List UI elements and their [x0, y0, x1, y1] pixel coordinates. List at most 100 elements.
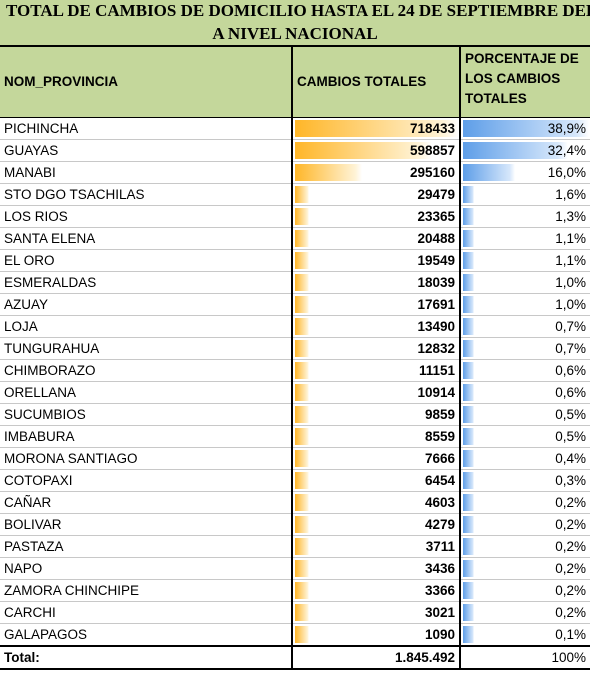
total-cell[interactable]: 13490	[292, 315, 461, 338]
percent-cell[interactable]: 1,0%	[460, 271, 590, 294]
total-cell[interactable]: 718433	[292, 117, 461, 140]
total-cell[interactable]: 1090	[292, 623, 461, 647]
percent-cell[interactable]: 0,2%	[460, 557, 590, 580]
total-cell[interactable]: 23365	[292, 205, 461, 228]
total-cell[interactable]: 29479	[292, 183, 461, 206]
total-value: 8559	[424, 429, 455, 444]
total-cell[interactable]: 19549	[292, 249, 461, 272]
total-value: 295160	[409, 165, 455, 180]
percent-value: 0,4%	[555, 451, 586, 466]
province-cell[interactable]: BOLIVAR	[0, 513, 293, 536]
province-cell[interactable]: EL ORO	[0, 249, 293, 272]
percent-cell[interactable]: 0,1%	[460, 623, 590, 647]
percent-cell[interactable]: 1,1%	[460, 249, 590, 272]
percent-cell[interactable]: 0,2%	[460, 513, 590, 536]
table-row: TUNGURAHUA 12832 0,7%	[0, 337, 590, 360]
province-cell[interactable]: SUCUMBIOS	[0, 403, 293, 426]
total-cell[interactable]: 18039	[292, 271, 461, 294]
percent-cell[interactable]: 16,0%	[460, 161, 590, 184]
percent-data-bar	[463, 560, 474, 577]
total-cell[interactable]: 3021	[292, 601, 461, 624]
province-cell[interactable]: LOS RIOS	[0, 205, 293, 228]
total-cell[interactable]: 295160	[292, 161, 461, 184]
header-province[interactable]: NOM_PROVINCIA	[0, 47, 293, 118]
table-row: MORONA SANTIAGO 7666 0,4%	[0, 447, 590, 470]
table-row: LOS RIOS 23365 1,3%	[0, 205, 590, 228]
percent-cell[interactable]: 0,3%	[460, 469, 590, 492]
total-cell[interactable]: 598857	[292, 139, 461, 162]
total-cell[interactable]: 4279	[292, 513, 461, 536]
header-percent[interactable]: PORCENTAJE DE LOS CAMBIOS TOTALES	[460, 47, 590, 118]
percent-cell[interactable]: 0,6%	[460, 381, 590, 404]
total-cell[interactable]: 12832	[292, 337, 461, 360]
total-data-bar	[295, 428, 309, 445]
percent-cell[interactable]: 0,2%	[460, 535, 590, 558]
percent-cell[interactable]: 0,5%	[460, 403, 590, 426]
total-data-bar	[295, 494, 309, 511]
percent-cell[interactable]: 0,2%	[460, 601, 590, 624]
province-cell[interactable]: TUNGURAHUA	[0, 337, 293, 360]
province-cell[interactable]: MANABI	[0, 161, 293, 184]
total-percent-cell[interactable]: 100%	[460, 645, 590, 670]
province-cell[interactable]: CARCHI	[0, 601, 293, 624]
percent-cell[interactable]: 1,6%	[460, 183, 590, 206]
total-cell[interactable]: 20488	[292, 227, 461, 250]
province-cell[interactable]: CHIMBORAZO	[0, 359, 293, 382]
total-data-bar	[295, 208, 309, 225]
percent-cell[interactable]: 0,5%	[460, 425, 590, 448]
percent-cell[interactable]: 0,2%	[460, 491, 590, 514]
province-cell[interactable]: IMBABURA	[0, 425, 293, 448]
percent-cell[interactable]: 0,2%	[460, 579, 590, 602]
percent-cell[interactable]: 38,9%	[460, 117, 590, 140]
percent-cell[interactable]: 1,3%	[460, 205, 590, 228]
percent-cell[interactable]: 32,4%	[460, 139, 590, 162]
province-cell[interactable]: LOJA	[0, 315, 293, 338]
table-row: ESMERALDAS 18039 1,0%	[0, 271, 590, 294]
province-cell[interactable]: ESMERALDAS	[0, 271, 293, 294]
province-cell[interactable]: STO DGO TSACHILAS	[0, 183, 293, 206]
province-cell[interactable]: ZAMORA CHINCHIPE	[0, 579, 293, 602]
province-cell[interactable]: GALAPAGOS	[0, 623, 293, 647]
total-cell[interactable]: 8559	[292, 425, 461, 448]
percent-cell[interactable]: 1,1%	[460, 227, 590, 250]
header-total[interactable]: CAMBIOS TOTALES	[292, 47, 461, 118]
total-value-cell[interactable]: 1.845.492	[292, 645, 461, 670]
percent-cell[interactable]: 1,0%	[460, 293, 590, 316]
total-value: 3021	[424, 605, 455, 620]
table-row: AZUAY 17691 1,0%	[0, 293, 590, 316]
province-cell[interactable]: AZUAY	[0, 293, 293, 316]
province-cell[interactable]: COTOPAXI	[0, 469, 293, 492]
total-data-bar	[295, 472, 309, 489]
percent-value: 0,1%	[555, 627, 586, 642]
total-cell[interactable]: 7666	[292, 447, 461, 470]
percent-cell[interactable]: 0,6%	[460, 359, 590, 382]
total-cell[interactable]: 3711	[292, 535, 461, 558]
total-cell[interactable]: 10914	[292, 381, 461, 404]
province-cell[interactable]: ORELLANA	[0, 381, 293, 404]
percent-cell[interactable]: 0,7%	[460, 315, 590, 338]
province-cell[interactable]: PICHINCHA	[0, 117, 293, 140]
total-cell[interactable]: 9859	[292, 403, 461, 426]
percent-value: 1,0%	[555, 275, 586, 290]
total-data-bar	[295, 450, 309, 467]
percent-cell[interactable]: 0,4%	[460, 447, 590, 470]
province-cell[interactable]: CAÑAR	[0, 491, 293, 514]
province-cell[interactable]: PASTAZA	[0, 535, 293, 558]
total-value: 9859	[424, 407, 455, 422]
total-cell[interactable]: 4603	[292, 491, 461, 514]
province-cell[interactable]: NAPO	[0, 557, 293, 580]
total-cell[interactable]: 6454	[292, 469, 461, 492]
total-label[interactable]: Total:	[0, 645, 293, 670]
total-cell[interactable]: 3366	[292, 579, 461, 602]
province-cell[interactable]: SANTA ELENA	[0, 227, 293, 250]
total-cell[interactable]: 11151	[292, 359, 461, 382]
total-value: 6454	[424, 473, 455, 488]
table-row: PASTAZA 3711 0,2%	[0, 535, 590, 558]
total-cell[interactable]: 17691	[292, 293, 461, 316]
percent-value: 1,0%	[555, 297, 586, 312]
percent-data-bar	[463, 142, 568, 159]
province-cell[interactable]: MORONA SANTIAGO	[0, 447, 293, 470]
province-cell[interactable]: GUAYAS	[0, 139, 293, 162]
percent-cell[interactable]: 0,7%	[460, 337, 590, 360]
total-cell[interactable]: 3436	[292, 557, 461, 580]
